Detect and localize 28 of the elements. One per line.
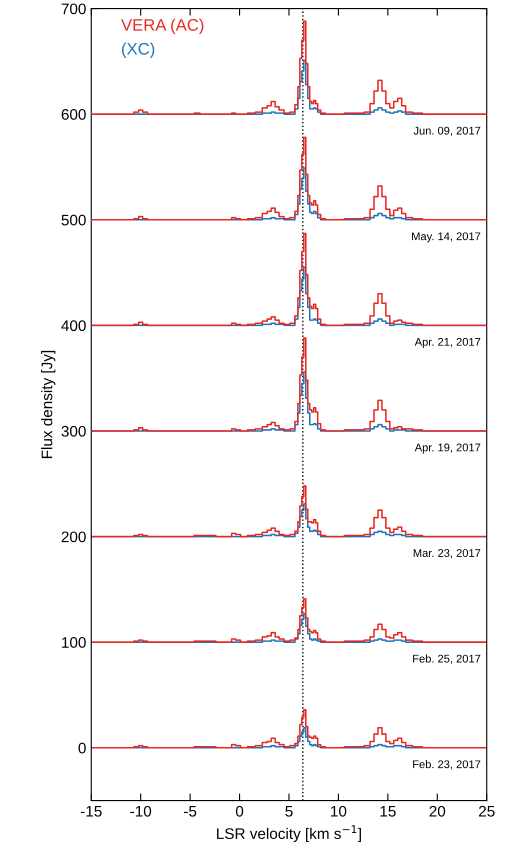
y-tick-label: 300 [61, 426, 86, 437]
annotation: Feb. 23, 2017 [413, 760, 480, 770]
y-tick-label: 700 [62, 3, 86, 14]
text: (XC) [122, 42, 154, 58]
text: VERA (AC) [121, 18, 204, 34]
x-tick-label: -15 [80, 806, 102, 817]
annotation: Jun. 09, 2017 [414, 126, 480, 136]
x-tick-label: 25 [478, 806, 495, 817]
x-tick-label: -5 [184, 806, 196, 817]
annotation: Feb. 25, 2017 [413, 654, 480, 664]
x-tick-label: 10 [331, 806, 346, 817]
y-tick-label: 100 [62, 637, 86, 648]
x-tick-label: -10 [130, 806, 152, 817]
y-tick-label: 600 [62, 109, 86, 120]
y-axis-title: Flux density [Jy] [41, 350, 56, 458]
y-tick-label: 400 [61, 320, 86, 332]
y-tick-label: 0 [78, 742, 86, 754]
y-tick-label: 200 [62, 531, 86, 542]
y-tick-label: 500 [62, 214, 86, 226]
x-tick-label: 15 [380, 806, 396, 817]
x-tick-label: 5 [285, 806, 293, 817]
x-tick-label: 0 [236, 806, 244, 817]
x-axis-title: LSR velocity [km s$^{−1}$] [217, 825, 361, 842]
annotation: Apr. 19, 2017 [414, 444, 480, 454]
annotation: Apr. 21, 2017 [414, 338, 480, 348]
annotation: Mar. 23, 2017 [414, 549, 480, 558]
annotation: May. 14, 2017 [412, 232, 480, 242]
x-tick-label: 20 [430, 806, 446, 817]
